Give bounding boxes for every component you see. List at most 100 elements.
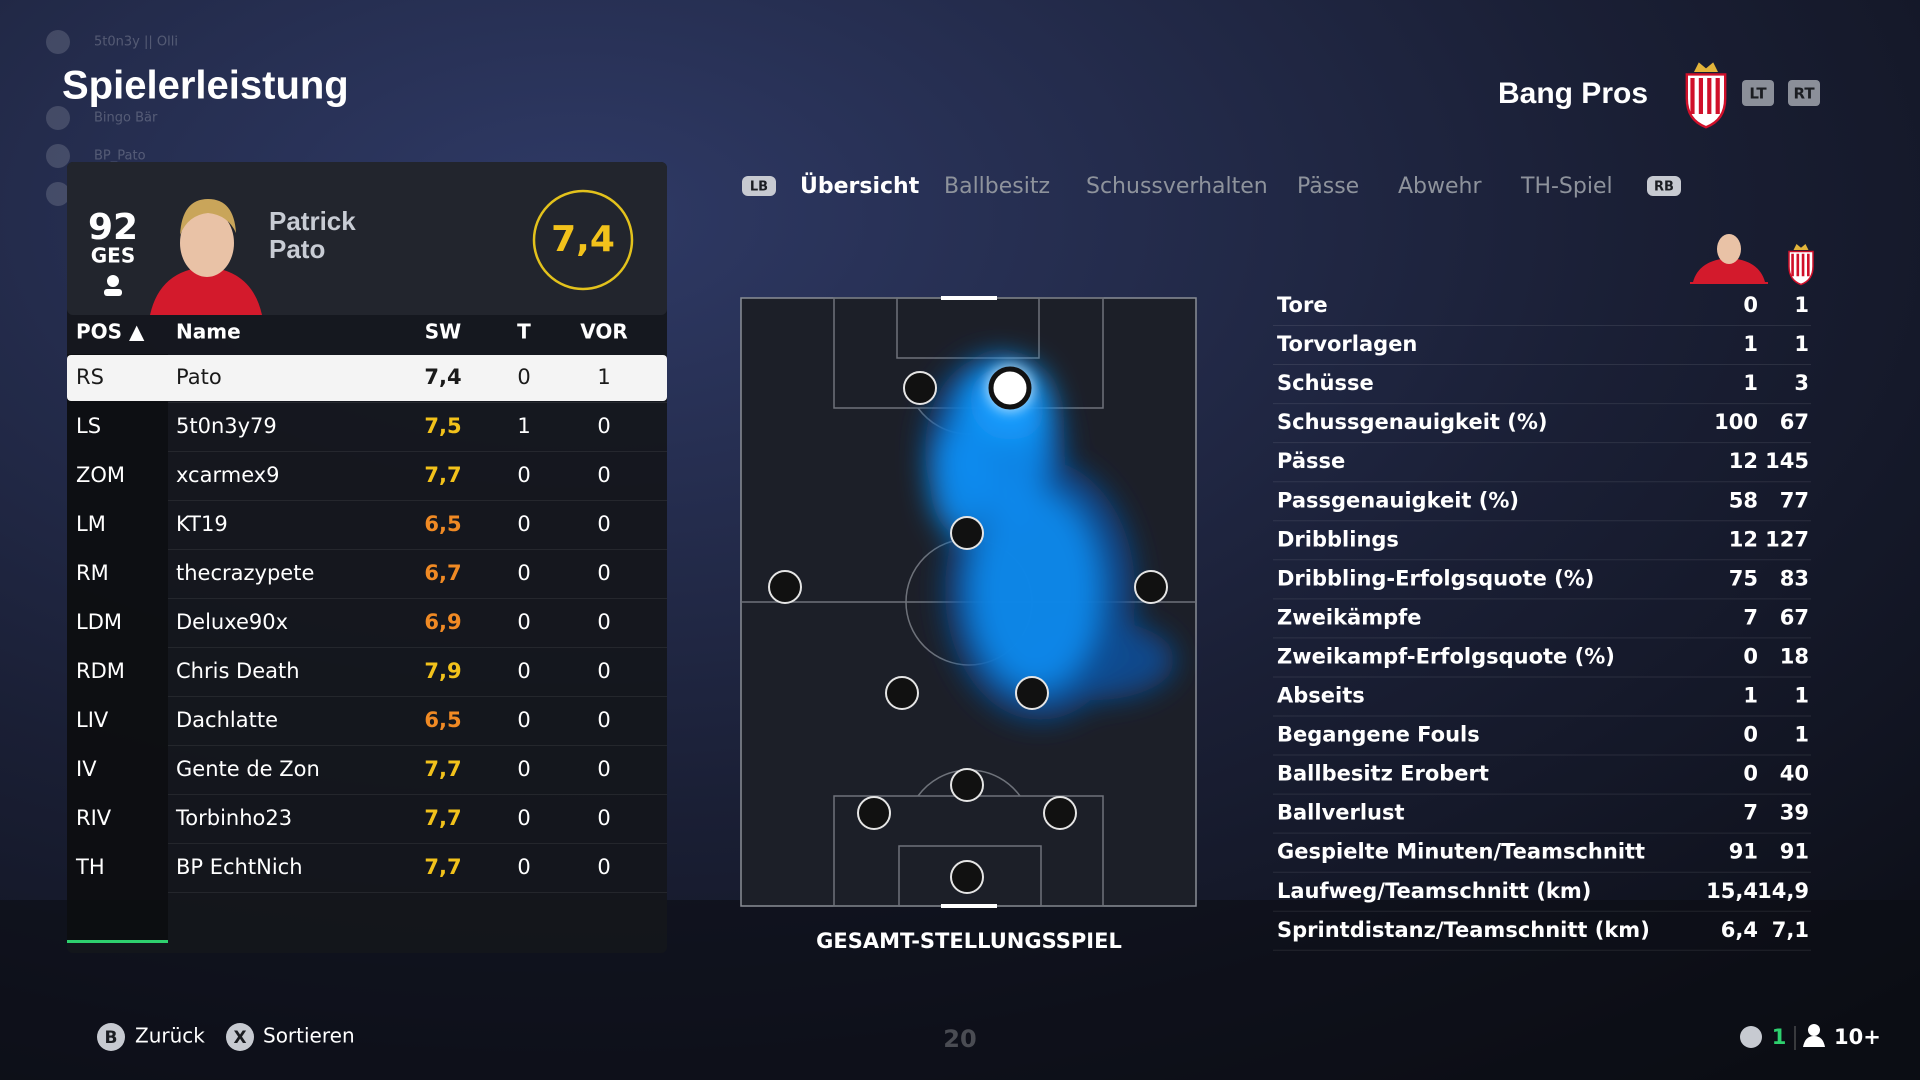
goals: 0 [517,561,530,585]
teammate-dot [950,860,984,894]
table-row[interactable] [67,697,667,745]
overall-rating: 92 [88,207,138,248]
scroll-indicator [67,940,168,943]
goals: 0 [517,463,530,487]
stat-player-value: 1 [1743,371,1758,395]
player-name: Gente de Zon [176,757,320,781]
stat-team-value: 14,9 [1757,879,1809,903]
user-icon-body [104,289,122,296]
goals: 0 [517,365,530,389]
goals: 0 [517,806,530,830]
stat-team-value: 1 [1794,684,1809,708]
table-row[interactable] [67,501,667,549]
goals: 0 [517,757,530,781]
rating: 6,5 [424,512,461,536]
tab-left-button-label: LB [750,180,768,195]
position: RM [76,561,109,585]
heatmap-blob [970,490,1100,690]
stat-team-value: 67 [1780,410,1809,434]
stat-team-value: 7,1 [1772,918,1809,942]
stats-team-crest-stripe [1796,253,1800,277]
stat-label: Passgenauigkeit (%) [1277,488,1519,512]
goals: 0 [517,610,530,634]
tab[interactable]: Pässe [1297,174,1359,199]
shoulder-button-label: RT [1793,85,1815,103]
goals: 0 [517,708,530,732]
stats-team-crest-stripe [1801,253,1805,277]
stat-player-value: 58 [1729,488,1758,512]
table-row[interactable] [67,452,667,500]
match-rating: 7,4 [551,219,615,260]
table-row[interactable] [67,795,667,843]
list-avatar [46,144,70,168]
table-row[interactable] [67,746,667,794]
sort-key[interactable] [226,1023,254,1051]
stat-player-value: 1 [1743,332,1758,356]
column-header: POS ▲ [76,320,145,344]
position: LDM [76,610,122,634]
stat-team-value: 91 [1780,840,1809,864]
stat-player-value: 7 [1743,605,1758,629]
goals: 1 [517,414,530,438]
player-name: 5t0n3y79 [176,414,277,438]
selected-row[interactable] [67,355,667,401]
tab-right-button-label: RB [1654,180,1674,195]
column-header: VOR [580,320,628,344]
tab[interactable]: TH-Spiel [1520,174,1613,199]
column-header: SW [425,320,461,344]
stat-label: Tore [1277,293,1328,317]
position: TH [75,855,105,879]
tab-right-button[interactable] [1647,176,1681,196]
rating: 7,7 [424,855,461,879]
tab-left-button[interactable] [742,176,776,196]
list-avatar [46,106,70,130]
assists: 0 [597,757,610,781]
players-icon-body [1803,1036,1825,1047]
position: IV [76,757,97,781]
stat-player-value: 0 [1743,762,1758,786]
table-row[interactable] [67,599,667,647]
tab[interactable]: Schussverhalten [1086,174,1268,199]
tab[interactable]: Abwehr [1398,174,1482,199]
stat-player-value: 0 [1743,644,1758,668]
goals: 0 [517,512,530,536]
team-crest-stripe [1690,78,1695,114]
table-row[interactable] [67,403,667,451]
position-column [67,354,168,942]
teammate-dot [1043,796,1077,830]
player-name: Torbinho23 [175,806,292,830]
stats-team-crest-crown [1793,244,1809,250]
rating: 7,7 [424,757,461,781]
table-row[interactable] [67,648,667,696]
goals: 0 [517,855,530,879]
rating: 7,4 [424,365,461,389]
stat-team-value: 1 [1794,293,1809,317]
player-first-name: Patrick [269,206,356,236]
rating: 7,9 [424,659,461,683]
background-list-item: 5t0n3y || Olli [94,35,178,50]
tab[interactable]: Ballbesitz [944,174,1050,199]
rating: 7,7 [424,806,461,830]
stat-player-value: 1 [1743,684,1758,708]
overall-label: GES [91,244,135,268]
table-row[interactable] [67,550,667,598]
stat-player-value: 6,4 [1721,918,1758,942]
table-row[interactable] [67,844,667,892]
player-name: Dachlatte [176,708,278,732]
shoulder-button[interactable] [1788,80,1820,106]
team-name: Bang Pros [1498,77,1648,110]
back-key[interactable] [97,1023,125,1051]
stat-player-value: 75 [1729,566,1758,590]
stat-label: Dribbling-Erfolgsquote (%) [1277,566,1594,590]
tab[interactable]: Übersicht [800,173,920,199]
assists: 0 [597,708,610,732]
background-list-item: BP_Pato [94,149,146,164]
teammate-dot [1015,676,1049,710]
sort-key-label: X [233,1028,246,1048]
pitch-caption: GESAMT-STELLUNGSSPIEL [816,929,1122,953]
player-name: Deluxe90x [176,610,288,634]
stat-team-value: 1 [1794,332,1809,356]
shoulder-button[interactable] [1742,80,1774,106]
